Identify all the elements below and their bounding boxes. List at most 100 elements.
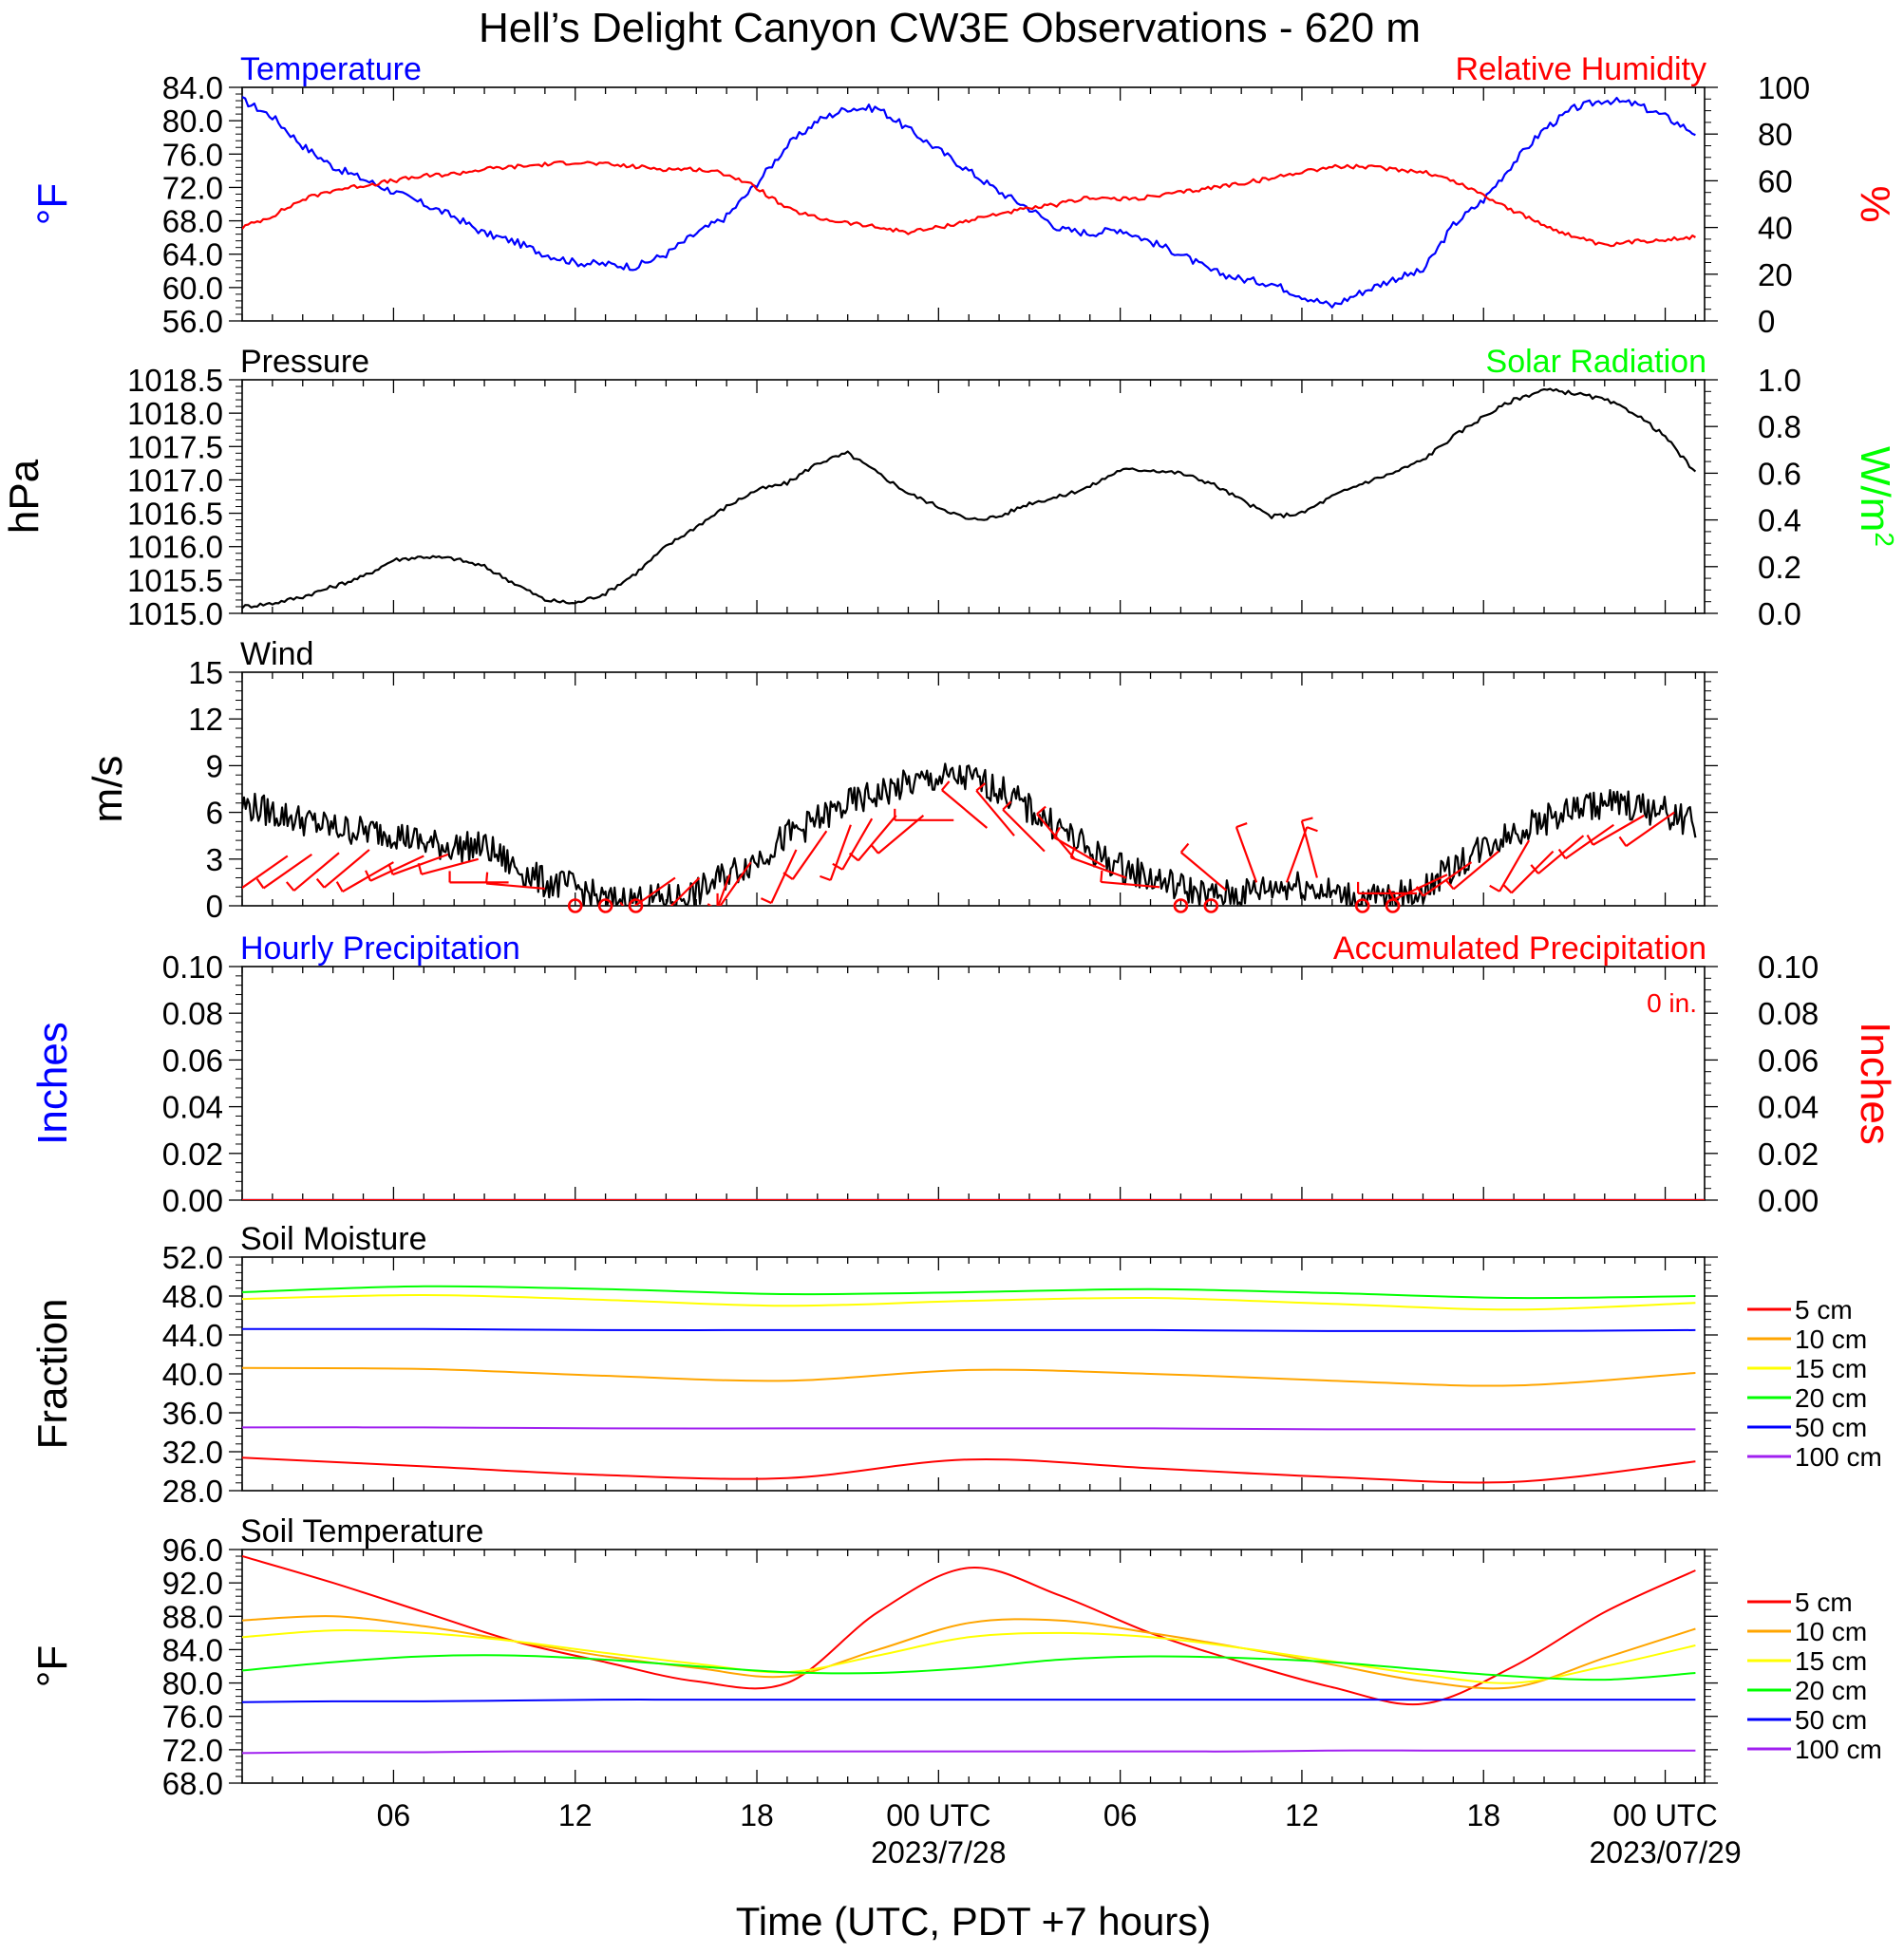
- wind-barb-flag: [1530, 864, 1539, 874]
- time-tick-label: 12: [1285, 1798, 1319, 1832]
- series-line-50cm: [242, 1699, 1696, 1703]
- y-tick-label-left: 0.02: [162, 1137, 223, 1172]
- y-tick-label-left: 32.0: [162, 1435, 223, 1470]
- accumulated-total: 0 in.: [1647, 988, 1697, 1018]
- legend-label: 100 cm: [1795, 1442, 1882, 1472]
- wind-barb-flag: [255, 877, 265, 890]
- y-tick-label-left: 12: [188, 702, 223, 737]
- wind-barb: [1285, 826, 1309, 883]
- wind-barb-flag: [1100, 870, 1103, 883]
- time-tick-label: 00 UTC: [1612, 1798, 1717, 1832]
- wind-barb-flag: [1618, 836, 1628, 847]
- panel-title-left: Wind: [240, 636, 313, 672]
- y-axis-label-right: %: [1852, 185, 1898, 222]
- wind-barb: [1053, 836, 1106, 868]
- y-tick-label-right: 60: [1758, 163, 1793, 198]
- calm-wind-circle: [567, 898, 583, 913]
- y-axis-label-left: Inches: [29, 1022, 76, 1145]
- wind-barb-flag: [387, 863, 394, 875]
- panel-frame: [241, 1549, 1706, 1784]
- time-tick-label: 06: [1103, 1798, 1138, 1832]
- legend-label: 15 cm: [1795, 1354, 1867, 1383]
- wind-barb: [719, 861, 752, 906]
- wind-barb-flag: [820, 874, 832, 882]
- time-tick-label: 06: [377, 1798, 411, 1832]
- y-tick-label-left: 0.00: [162, 1183, 223, 1218]
- wind-barb-flag: [417, 862, 423, 875]
- panel-title-right: Solar Radiation: [1486, 344, 1706, 380]
- y-tick-label-left: 72.0: [162, 170, 223, 205]
- series-line-15cm: [242, 1629, 1696, 1684]
- series-group: [242, 1555, 1696, 1755]
- y-axis-label-left: m/s: [85, 756, 131, 823]
- legend-label: 5 cm: [1795, 1295, 1853, 1325]
- y-tick-label-left: 76.0: [162, 1700, 223, 1735]
- wind-barb: [1564, 823, 1614, 860]
- wind-barb: [877, 815, 925, 855]
- y-tick-label-right: 0: [1758, 304, 1775, 339]
- y-axis-label-right: Inches: [1852, 1022, 1898, 1145]
- wind-barb-flag: [1301, 817, 1313, 822]
- wind-barb-flag: [941, 780, 951, 791]
- calm-wind-circle: [1385, 898, 1401, 913]
- wind-barb-flag: [975, 782, 987, 792]
- panel-frame: [241, 966, 1706, 1201]
- date-label: 2023/07/29: [1589, 1835, 1741, 1869]
- wind-barb: [717, 874, 731, 906]
- panel-2: 1018.51018.01017.51017.01016.51016.01015…: [1, 344, 1900, 631]
- y-tick-label-left: 1016.0: [127, 530, 223, 565]
- calm-wind-circle: [1203, 898, 1219, 913]
- wind-barb-flag: [233, 880, 239, 890]
- series-line-5cm: [242, 1456, 1696, 1484]
- wind-barb-flag: [782, 872, 794, 880]
- y-tick-label-left: 1015.0: [127, 596, 223, 631]
- wind-barb-flag: [365, 870, 372, 882]
- wind-barb-flag: [1557, 848, 1567, 859]
- y-tick-label-left: 0.10: [162, 949, 223, 985]
- time-tick-label: 12: [558, 1798, 593, 1832]
- wind-barb-flag: [619, 901, 625, 906]
- wind-barb-flag: [1235, 822, 1248, 829]
- y-tick-label-left: 84.0: [162, 1632, 223, 1667]
- y-tick-label-left: 60.0: [162, 271, 223, 306]
- panel-frame: [241, 86, 1706, 322]
- y-tick-label-left: 76.0: [162, 137, 223, 172]
- panel-1: 84.080.076.072.068.064.060.056.0 100 80 60 4…: [29, 51, 1898, 339]
- y-tick-label-right: 0.2: [1758, 550, 1801, 585]
- wind-barb: [941, 789, 989, 829]
- legend-label: 15 cm: [1795, 1646, 1867, 1676]
- wind-barb-flag: [707, 903, 713, 906]
- wind-barb: [791, 830, 828, 880]
- wind-barb: [1036, 813, 1076, 860]
- y-tick-label-left: 72.0: [162, 1733, 223, 1768]
- series-line-10cm: [242, 1615, 1696, 1690]
- panel-title-left: Hourly Precipitation: [240, 930, 520, 967]
- wind-barb: [1592, 814, 1645, 846]
- wind-barb-flag: [699, 926, 709, 930]
- y-tick-label-right: 80: [1758, 117, 1793, 152]
- y-tick-label-left: 36.0: [162, 1396, 223, 1431]
- series-line-20cm: [242, 1654, 1696, 1682]
- y-axis-label-superscript: 2: [1871, 532, 1900, 547]
- wind-barb: [1510, 850, 1555, 894]
- y-tick-label-left: 28.0: [162, 1474, 223, 1509]
- wind-barb-flag: [1053, 827, 1061, 838]
- panel-5: 52.0 48.0 44.0 40.0 36.0 32.0 28.0 Soil Moistur…: [29, 1221, 1882, 1509]
- y-tick-label-right: 1.0: [1758, 363, 1801, 398]
- y-tick-label-left: 1016.5: [127, 497, 223, 532]
- wind-barb: [1101, 880, 1160, 889]
- wind-barb-flag: [285, 881, 295, 892]
- wind-barb: [829, 824, 852, 881]
- y-tick-label-left: 84.0: [162, 70, 223, 105]
- wind-barb: [392, 853, 449, 876]
- series-line-10cm: [242, 1366, 1696, 1387]
- y-tick-label-right: 0.00: [1758, 1183, 1819, 1218]
- series-line-left-black: [242, 387, 1697, 610]
- wind-barb-flag: [315, 877, 326, 889]
- y-axis-label-left: °F: [29, 183, 76, 225]
- wind-barb: [1499, 839, 1531, 892]
- wind-barb: [242, 855, 289, 890]
- wind-barb: [1300, 820, 1318, 878]
- calm-wind-circle: [1173, 898, 1189, 913]
- wind-barb: [369, 855, 424, 882]
